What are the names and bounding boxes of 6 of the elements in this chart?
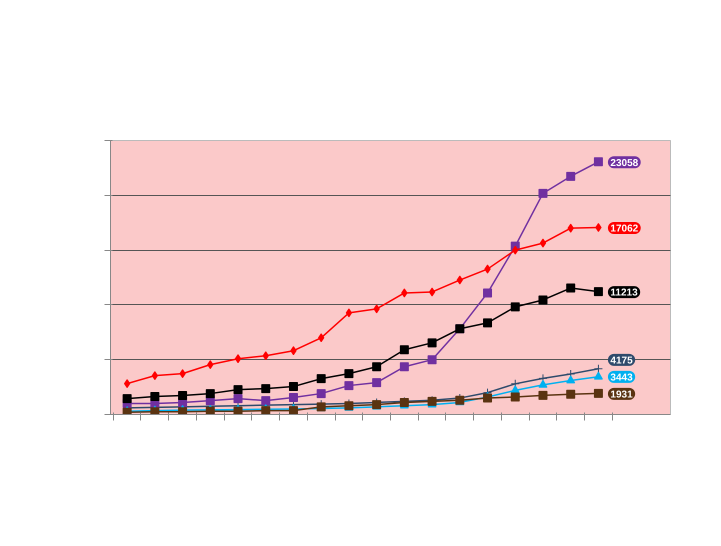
data-label: 23058 xyxy=(610,158,639,169)
data-label: 17062 xyxy=(610,224,639,234)
data-label: 3443 xyxy=(610,372,634,384)
data-label: 1931 xyxy=(610,389,634,400)
data-label: 4175 xyxy=(610,355,634,366)
data-label: 11213 xyxy=(610,288,638,299)
